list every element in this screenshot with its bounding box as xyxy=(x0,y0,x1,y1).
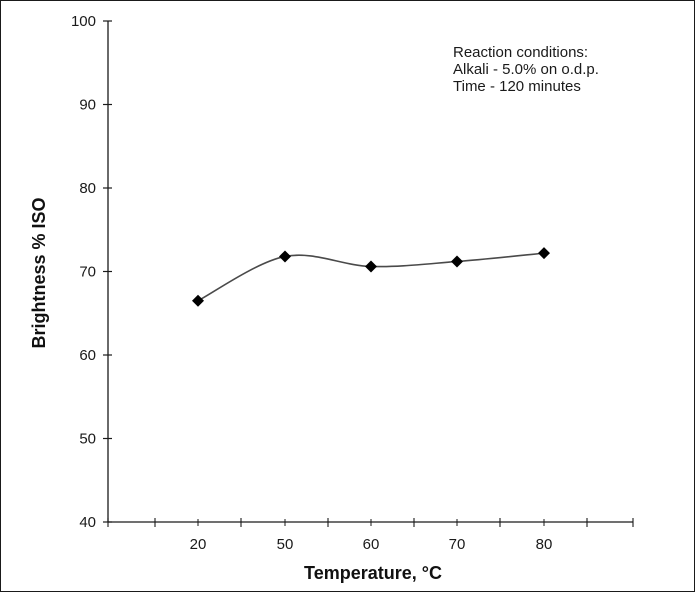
data-point-marker xyxy=(279,250,291,263)
data-point-marker xyxy=(451,255,463,268)
x-tick-label: 60 xyxy=(363,536,380,553)
y-tick-label: 80 xyxy=(79,180,96,197)
x-tick-label: 20 xyxy=(190,536,207,553)
series-line xyxy=(197,252,545,302)
x-tick-label: 70 xyxy=(449,536,466,553)
y-axis-title: Brightness % ISO xyxy=(29,197,49,348)
y-tick-label: 70 xyxy=(79,264,96,281)
annotation-line-3: Time - 120 minutes xyxy=(453,78,581,95)
annotation-line-1: Reaction conditions: xyxy=(453,44,588,61)
labels-layer: Temperature, °C Brightness % ISO Reactio… xyxy=(29,44,599,583)
y-tick-label: 50 xyxy=(79,431,96,448)
data-point-marker xyxy=(192,294,204,307)
axes: 40 50 60 70 80 90 100 20 50 60 70 80 xyxy=(71,13,634,553)
x-tick-label: 50 xyxy=(277,536,294,553)
y-tick-label: 90 xyxy=(79,97,96,114)
annotation-line-2: Alkali - 5.0% on o.d.p. xyxy=(453,61,599,78)
data-point-marker xyxy=(538,247,550,260)
y-tick-label: 60 xyxy=(79,347,96,364)
x-axis-title: Temperature, °C xyxy=(304,563,442,583)
y-tick-label: 40 xyxy=(79,514,96,531)
x-tick-label: 80 xyxy=(536,536,553,553)
series-layer xyxy=(192,247,550,307)
data-point-marker xyxy=(365,260,377,273)
y-tick-label: 100 xyxy=(71,13,96,30)
